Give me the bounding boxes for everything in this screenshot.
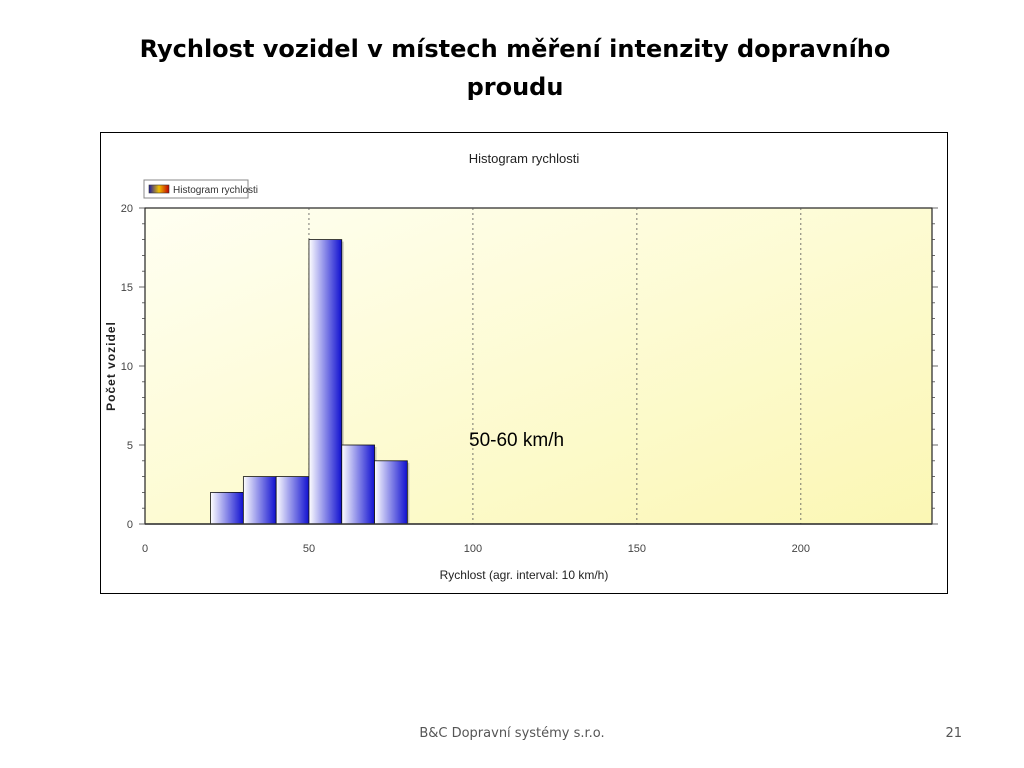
bar bbox=[341, 444, 375, 525]
legend: Histogram rychlosti bbox=[143, 179, 258, 199]
x-axis-label: Rychlost (agr. interval: 10 km/h) bbox=[440, 568, 609, 582]
x-tick-label: 100 bbox=[464, 543, 482, 555]
y-tick-label: 20 bbox=[121, 203, 133, 215]
chart-frame: Histogram rychlosti Histogram rychlosti … bbox=[100, 132, 948, 594]
y-axis-label: Počet vozidel bbox=[104, 321, 118, 411]
chart-title: Histogram rychlosti bbox=[469, 151, 580, 166]
x-tick-label: 50 bbox=[303, 543, 315, 555]
annotation-50-60: 50-60 km/h bbox=[469, 430, 565, 451]
bar bbox=[275, 476, 310, 525]
x-tick-label: 200 bbox=[792, 543, 810, 555]
page-number: 21 bbox=[945, 726, 962, 741]
bar bbox=[374, 460, 408, 525]
plot-area bbox=[144, 207, 933, 525]
footer-company: B&C Dopravní systémy s.r.o. bbox=[419, 726, 605, 741]
x-tick-label: 150 bbox=[628, 543, 646, 555]
legend-label: Histogram rychlosti bbox=[173, 185, 258, 196]
bar bbox=[210, 491, 244, 525]
legend-swatch bbox=[148, 184, 170, 194]
bar bbox=[308, 239, 343, 525]
y-tick-label: 10 bbox=[121, 361, 133, 373]
bar bbox=[242, 476, 277, 525]
y-tick-label: 15 bbox=[121, 282, 133, 294]
y-tick-label: 0 bbox=[127, 519, 133, 531]
histogram-chart: Histogram rychlosti Histogram rychlosti … bbox=[104, 151, 938, 582]
y-tick-label: 5 bbox=[127, 440, 133, 452]
bars bbox=[210, 239, 410, 525]
slide-title: Rychlost vozidel v místech měření intenz… bbox=[139, 35, 891, 101]
x-tick-label: 0 bbox=[142, 543, 148, 555]
